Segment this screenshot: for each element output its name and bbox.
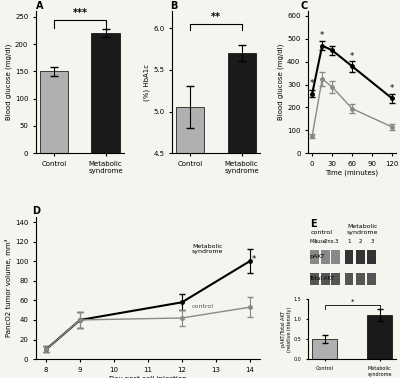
Bar bbox=[321, 273, 330, 285]
X-axis label: Time (minutes): Time (minutes) bbox=[326, 170, 379, 176]
Bar bbox=[40, 71, 68, 153]
Text: 1: 1 bbox=[348, 239, 351, 244]
Text: 1: 1 bbox=[314, 239, 317, 244]
Text: Metabolic
syndrome: Metabolic syndrome bbox=[347, 225, 378, 235]
Text: D: D bbox=[33, 206, 41, 216]
Text: ***: *** bbox=[72, 8, 88, 19]
Y-axis label: Blood glucose (mg/dl): Blood glucose (mg/dl) bbox=[6, 44, 12, 121]
Text: 2: 2 bbox=[359, 239, 363, 244]
Text: 3: 3 bbox=[370, 239, 374, 244]
Y-axis label: Blood glucose (mg/dl): Blood glucose (mg/dl) bbox=[278, 44, 284, 121]
Bar bbox=[92, 33, 120, 153]
Text: Metabolic
syndrome: Metabolic syndrome bbox=[192, 243, 224, 254]
Text: C: C bbox=[300, 0, 308, 11]
Text: *: * bbox=[320, 31, 324, 40]
Text: E: E bbox=[310, 219, 316, 229]
Text: *: * bbox=[390, 84, 394, 93]
Bar bbox=[368, 273, 376, 285]
Text: control: control bbox=[310, 230, 332, 235]
Bar bbox=[332, 250, 340, 264]
Text: A: A bbox=[36, 0, 44, 11]
X-axis label: Day post cell injection: Day post cell injection bbox=[109, 375, 187, 378]
Text: B: B bbox=[170, 1, 177, 11]
Bar bbox=[345, 273, 354, 285]
Bar bbox=[368, 250, 376, 264]
Text: *: * bbox=[310, 79, 314, 88]
Bar bbox=[310, 273, 319, 285]
Y-axis label: (%) HbA1c: (%) HbA1c bbox=[144, 64, 150, 101]
Bar bbox=[228, 53, 256, 378]
Text: pAKT: pAKT bbox=[309, 254, 325, 259]
Y-axis label: PancO2 tumor volume, mm³: PancO2 tumor volume, mm³ bbox=[5, 239, 12, 337]
Text: **: ** bbox=[211, 12, 221, 22]
Bar bbox=[321, 250, 330, 264]
Text: *: * bbox=[350, 51, 354, 60]
Bar bbox=[356, 250, 365, 264]
Bar bbox=[176, 107, 204, 378]
Bar bbox=[345, 250, 354, 264]
Bar bbox=[332, 273, 340, 285]
Text: Mouse no.: Mouse no. bbox=[310, 239, 335, 244]
Text: control: control bbox=[192, 304, 214, 309]
Text: 3: 3 bbox=[334, 239, 338, 244]
Text: *: * bbox=[252, 255, 256, 264]
Text: Total AKT: Total AKT bbox=[309, 276, 334, 281]
Bar bbox=[310, 250, 319, 264]
Text: 2: 2 bbox=[324, 239, 328, 244]
Bar bbox=[356, 273, 365, 285]
